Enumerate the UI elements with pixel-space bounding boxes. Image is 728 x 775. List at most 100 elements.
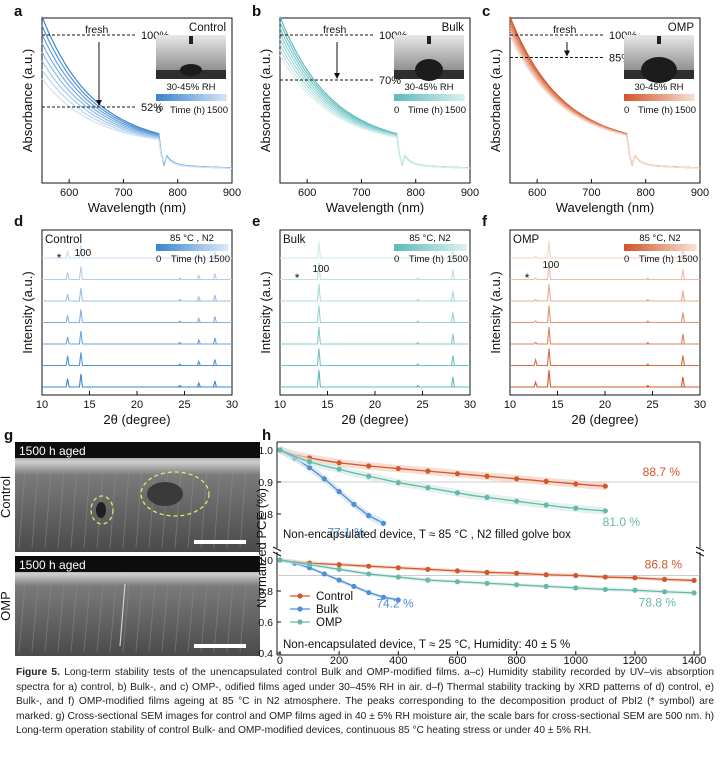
colorbar-segment <box>642 244 647 251</box>
colorbar-segment <box>170 94 174 101</box>
colorbar-segment <box>685 244 690 251</box>
series-line-control <box>279 449 606 487</box>
colorbar-segment <box>426 244 431 251</box>
absorbance-curve <box>509 35 701 169</box>
colorbar-title: Time (h) <box>408 105 443 116</box>
grain-boundary <box>148 583 156 653</box>
data-point-control <box>366 563 372 569</box>
colorbar-start: 0 <box>624 254 629 265</box>
legend-marker <box>297 619 303 625</box>
data-point-control <box>514 570 520 576</box>
x-tick-label: 600 <box>60 187 78 199</box>
legend-entry: Control <box>316 591 353 603</box>
colorbar-segment <box>638 244 643 251</box>
x-axis-label: Wavelength (nm) <box>556 200 655 215</box>
sem-top-band <box>15 442 260 458</box>
colorbar-segment <box>184 244 189 251</box>
x-tick-label: 800 <box>507 655 526 667</box>
data-point-omp <box>395 574 401 580</box>
data-point-control <box>691 577 697 584</box>
data-point-omp <box>484 580 490 586</box>
xrd-pattern <box>42 373 232 388</box>
colorbar-segment <box>401 94 405 101</box>
data-point-control <box>395 465 401 472</box>
colorbar-segment <box>191 94 195 101</box>
x-tick-label: 15 <box>321 399 333 411</box>
y-tick-label: 1.0 <box>258 555 273 567</box>
colorbar-segment <box>180 94 185 101</box>
x-tick-label: 20 <box>599 399 611 411</box>
x-tick-label: 900 <box>461 187 479 199</box>
xrd-pattern <box>42 244 232 259</box>
y-tick-label: 1.0 <box>258 445 273 457</box>
xrd-pattern <box>42 266 232 281</box>
panel-label: g <box>4 427 13 444</box>
colorbar-end: 1500 <box>209 254 230 265</box>
legend-marker <box>297 593 303 599</box>
x-tick-label: 1400 <box>681 655 707 667</box>
x-tick-label: 30 <box>694 399 706 411</box>
grain-boundary <box>57 469 65 549</box>
data-point-omp <box>454 490 461 496</box>
defect-circle <box>140 471 210 517</box>
condition-label: 85 °C, N2 <box>409 233 450 244</box>
panel-label: f <box>482 213 488 230</box>
colorbar-segment <box>670 244 675 251</box>
x-tick-label: 0 <box>276 655 284 667</box>
colorbar-segment <box>198 94 202 101</box>
panel-c: c 600 700 800 900 Wavelength (nm) Absorbance (… <box>482 3 709 215</box>
colorbar-segment <box>681 244 686 251</box>
grain-boundary <box>122 469 130 549</box>
grain-boundary <box>18 583 26 653</box>
figure-5: a 600 700 800 900 Wavelength (nm) Absorbance (… <box>0 3 709 660</box>
colorbar-segment <box>199 244 204 251</box>
colorbar-segment <box>683 94 688 101</box>
colorbar-segment <box>166 94 171 101</box>
colorbar-segment <box>457 94 461 101</box>
sem-top-band <box>15 556 260 572</box>
void <box>96 502 106 518</box>
colorbar-start: 0 <box>156 105 161 116</box>
colorbar-segment <box>437 244 442 251</box>
pbi2-star: * <box>57 251 62 265</box>
syringe-needle <box>189 36 193 44</box>
data-point-control <box>425 566 431 572</box>
x-tick-label: 15 <box>551 399 563 411</box>
colorbar-segment <box>166 244 171 251</box>
peak-100-label: 100 <box>313 264 330 275</box>
colorbar-segment <box>433 244 438 251</box>
grain-boundary <box>226 583 234 653</box>
x-tick-label: 20 <box>369 399 381 411</box>
colorbar-segment <box>458 244 463 251</box>
colorbar-segment <box>422 244 427 251</box>
colorbar-segment <box>418 94 423 101</box>
x-tick-label: 15 <box>83 399 95 411</box>
colorbar-segment <box>408 94 412 101</box>
colorbar-segment <box>408 244 413 251</box>
sem-row-label: OMP <box>0 591 13 621</box>
data-point-omp <box>691 590 697 596</box>
data-point-omp <box>366 571 372 577</box>
grain-boundary <box>57 583 65 653</box>
panel-label: e <box>252 213 260 230</box>
grain-boundary <box>174 583 182 653</box>
colorbar-segment <box>220 244 225 251</box>
water-droplet <box>415 59 443 81</box>
colorbar-segment <box>194 94 199 101</box>
x-tick-label: 25 <box>178 399 190 411</box>
fresh-label: fresh <box>85 24 109 36</box>
colorbar-segment <box>184 94 188 101</box>
colorbar-segment <box>450 94 454 101</box>
xrd-pattern <box>42 330 232 345</box>
absorbance-curve <box>279 55 471 169</box>
colorbar-end: 1500 <box>445 105 466 116</box>
xrd-pattern <box>280 348 470 367</box>
data-point-control <box>484 473 490 479</box>
legend-entry: Bulk <box>316 604 339 616</box>
colorbar-segment <box>649 244 654 251</box>
xrd-pattern <box>510 262 700 281</box>
x-tick-label: 200 <box>329 655 349 667</box>
colorbar-segment <box>412 244 417 251</box>
x-tick-label: 900 <box>691 187 709 199</box>
xrd-pattern <box>510 305 700 324</box>
